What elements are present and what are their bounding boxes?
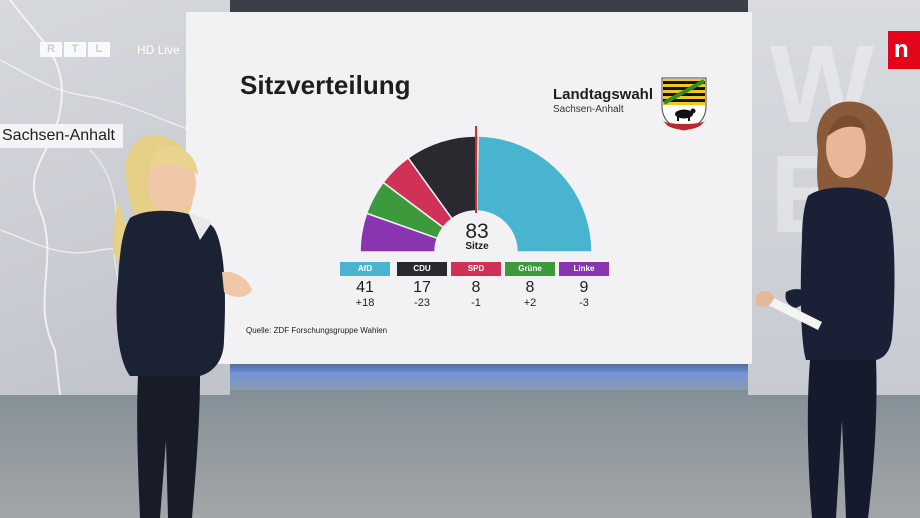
- chart-title: Sitzverteilung: [240, 70, 411, 100]
- party-seat-change: +18: [355, 297, 375, 309]
- ntv-corner-logo: n: [888, 31, 920, 69]
- party-name-badge: CDU: [397, 262, 447, 276]
- total-seats-value: 83: [465, 220, 489, 243]
- data-source: Quelle: ZDF Forschungsgruppe Wahlen: [246, 326, 388, 335]
- party-seat-count: 41: [356, 279, 374, 296]
- party-seat-count: 8: [525, 279, 535, 296]
- party-name-badge: Linke: [559, 262, 609, 276]
- party-column: CDU 17 -23: [397, 262, 447, 310]
- party-column: SPD 8 -1: [451, 262, 501, 310]
- party-name-badge: Grüne: [505, 262, 555, 276]
- party-column: Grüne 8 +2: [505, 262, 555, 310]
- party-seat-change: -3: [579, 297, 589, 309]
- rtl-logo-letter: L: [88, 42, 110, 57]
- party-column: Linke 9 -3: [559, 262, 609, 310]
- party-column: AfD 41 +18: [340, 262, 390, 310]
- party-name-badge: AfD: [340, 262, 390, 276]
- total-seats-label: Sitze: [465, 241, 489, 252]
- party-name-badge: SPD: [451, 262, 501, 276]
- sachsen-anhalt-coat-of-arms-icon: [661, 77, 707, 131]
- party-seat-count: 17: [413, 279, 431, 296]
- rtl-logo-letter: R: [40, 42, 62, 57]
- party-seat-count: 8: [471, 279, 481, 296]
- rtl-logo-letter: T: [64, 42, 86, 57]
- stream-quality-label: HD Live: [137, 43, 180, 57]
- party-seat-change: -23: [414, 297, 430, 309]
- party-seat-count: 9: [579, 279, 589, 296]
- election-subtitle: Sachsen-Anhalt: [553, 104, 624, 115]
- map-region-label: Sachsen-Anhalt: [0, 124, 123, 148]
- election-title: Landtagswahl: [553, 86, 654, 103]
- party-seat-change: -1: [471, 297, 481, 309]
- rtl-channel-logo: R T L: [40, 42, 110, 57]
- party-seat-change: +2: [523, 297, 537, 309]
- seat-segment-afd: [476, 135, 593, 253]
